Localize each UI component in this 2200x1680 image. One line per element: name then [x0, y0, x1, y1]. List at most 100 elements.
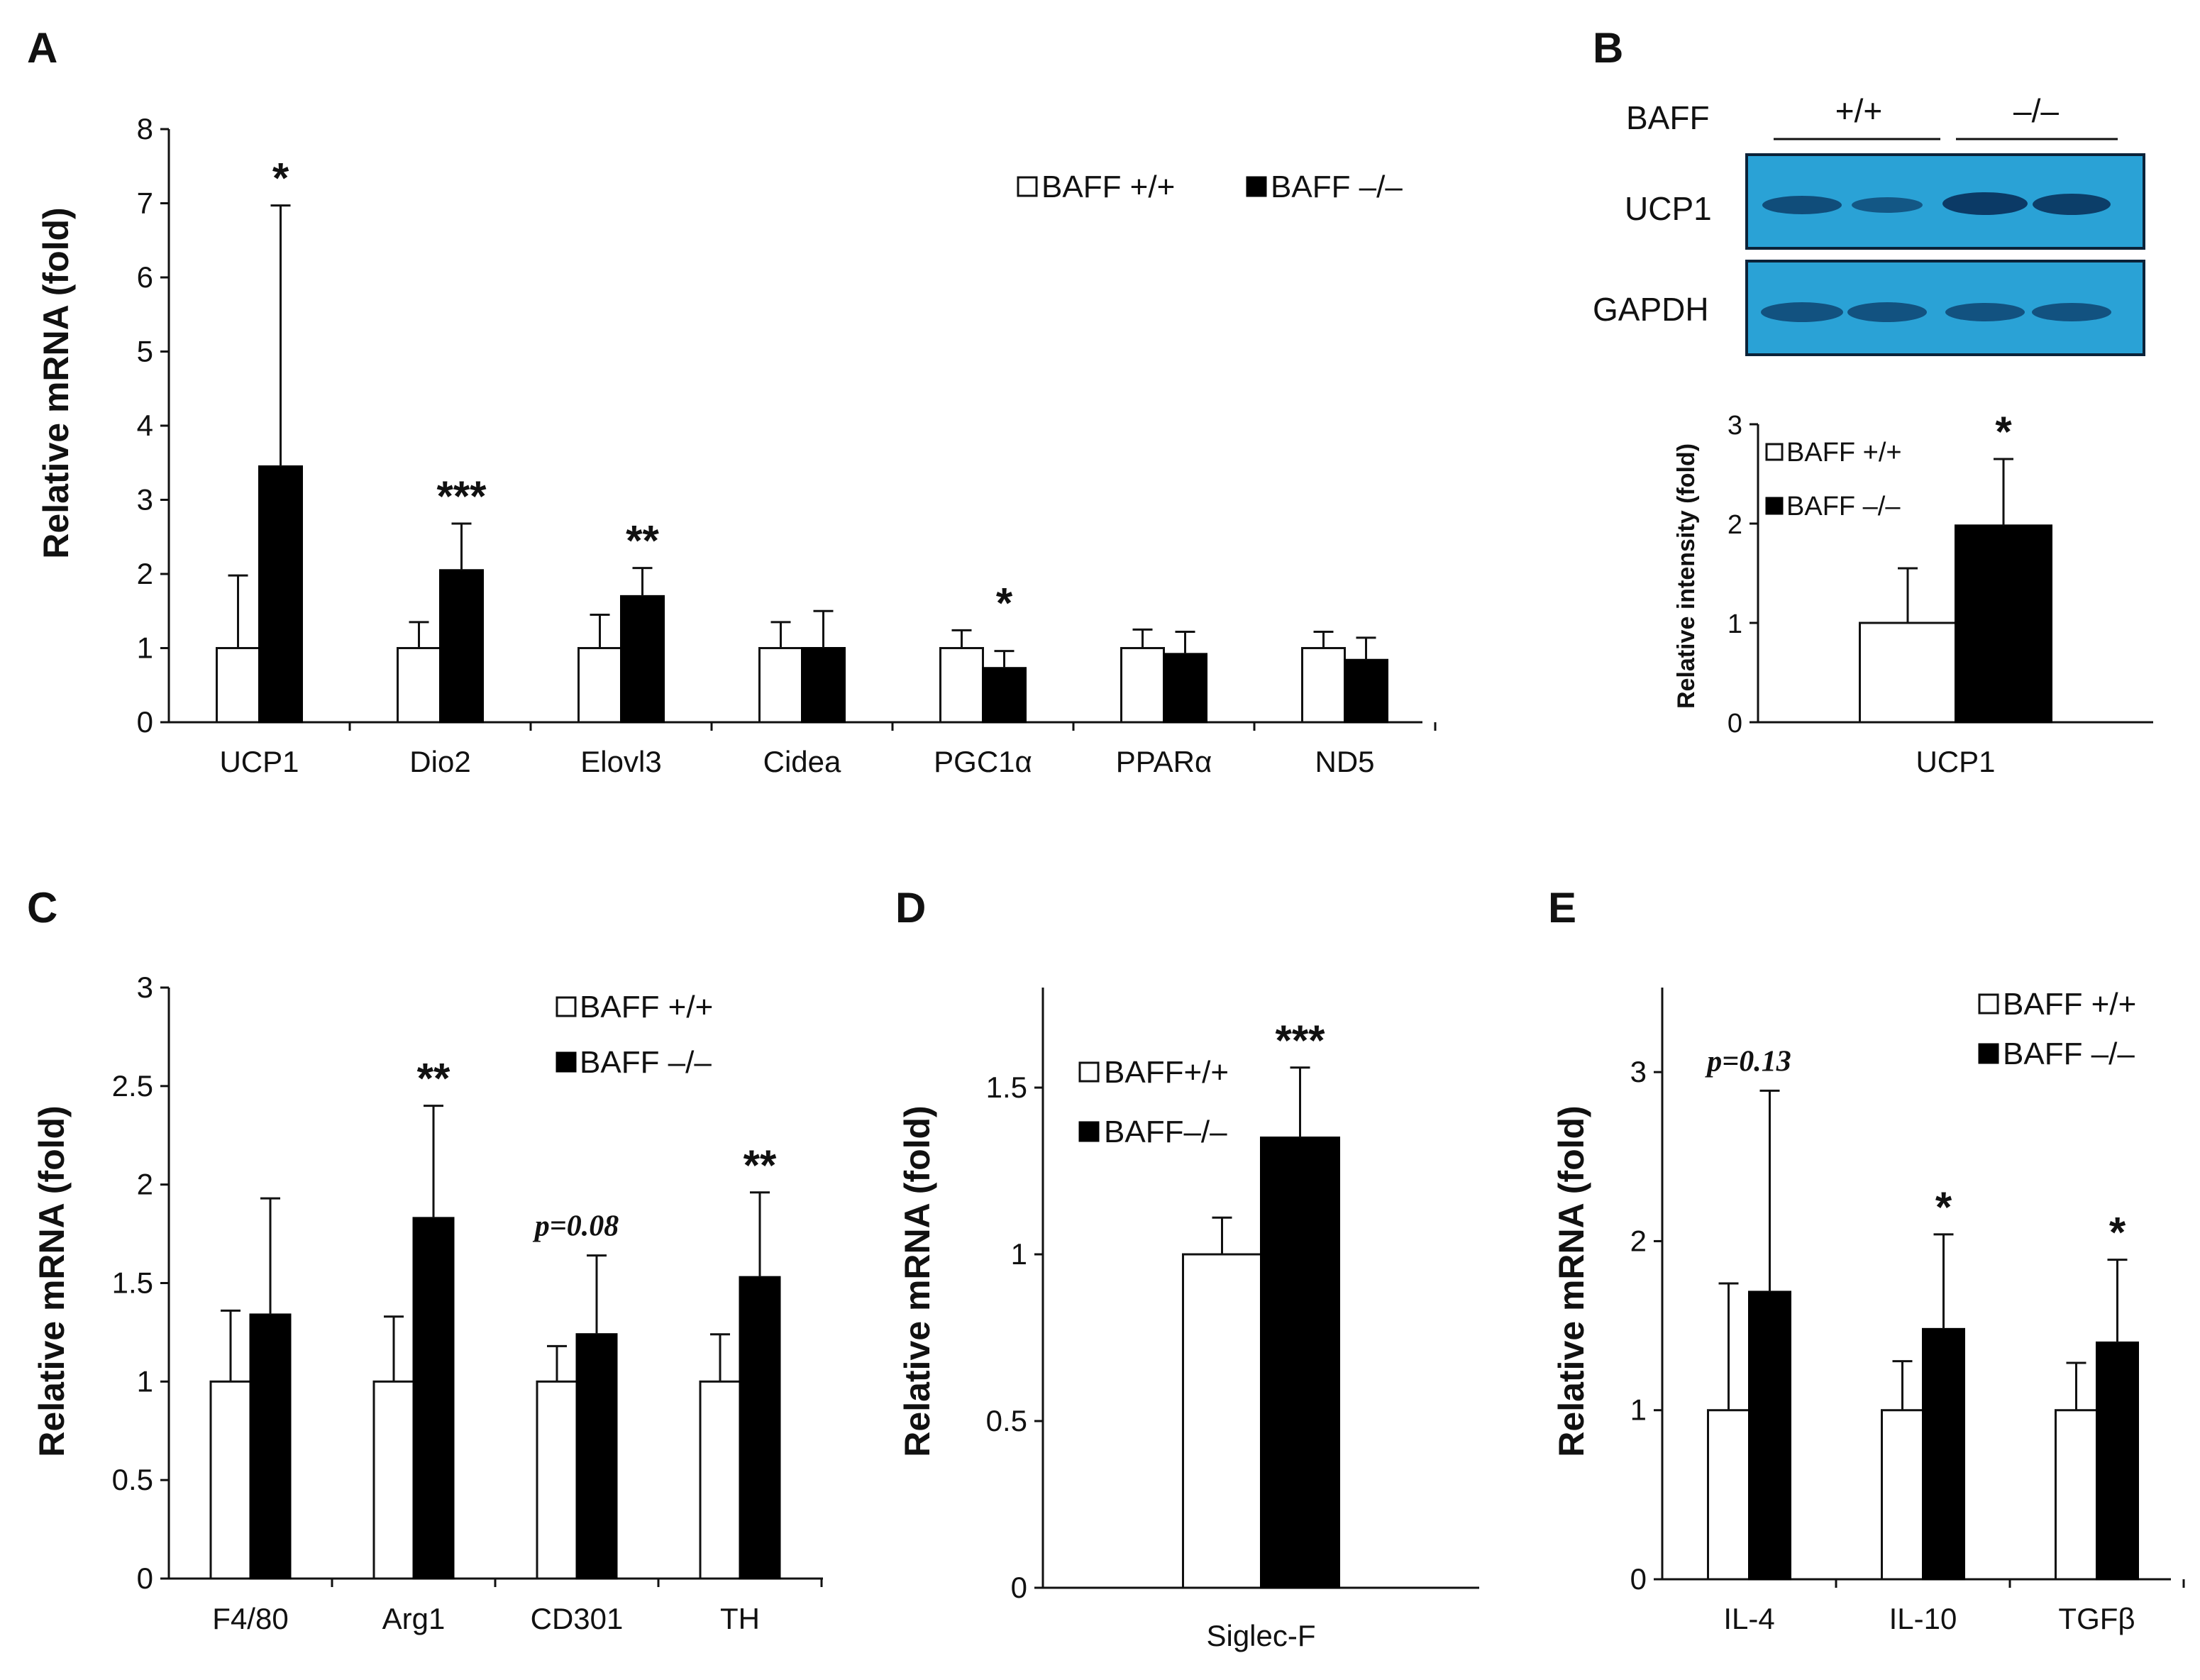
- y-tick-label: 2: [137, 557, 153, 590]
- blot-ucp1-band: [2033, 194, 2111, 215]
- y-tick-label: 0: [137, 1562, 153, 1595]
- significance-stars: ***: [436, 472, 487, 520]
- panel-e-legend: BAFF +/+ BAFF –/–: [1978, 987, 2136, 1071]
- blot-group-ko-label: –/–: [2013, 92, 2059, 129]
- legend-swatch-wt: [1978, 993, 1999, 1015]
- panel-e-bars: p=0.13 IL-4 * IL-10 * TGFβ: [1705, 1045, 2185, 1635]
- legend-swatch-wt: [555, 996, 577, 1017]
- panel-a-y-axis-label: Relative mRNA (fold): [36, 207, 76, 558]
- y-tick-label: 0: [1728, 709, 1742, 739]
- significance-stars: *: [2109, 1209, 2126, 1256]
- blot-ucp1-band: [1942, 192, 2028, 215]
- y-tick-label: 0.5: [112, 1463, 153, 1496]
- legend-label-wt: BAFF +/+: [2003, 987, 2136, 1022]
- bar-baff-ko: [412, 1217, 455, 1580]
- legend-swatch-wt: [1078, 1061, 1100, 1083]
- x-category-label: PPARα: [1116, 745, 1212, 778]
- significance-stars: *: [1995, 408, 2012, 455]
- bar-baff-wt: [1707, 1409, 1750, 1581]
- blot-group-wt-label: +/+: [1835, 92, 1883, 129]
- blot-header-label: BAFF: [1626, 99, 1710, 136]
- x-category-label: Elovl3: [580, 745, 661, 778]
- panel-d-y-ticks: 0 0.5 1 1.5: [986, 1071, 1043, 1604]
- legend-label-wt: BAFF +/+: [1041, 170, 1175, 204]
- legend-label-ko: BAFF –/–: [580, 1045, 712, 1080]
- panel-d-bars: *** Siglec-F: [1182, 1017, 1340, 1652]
- x-category-label: IL-4: [1723, 1602, 1774, 1635]
- y-tick-label: 0: [1011, 1571, 1027, 1604]
- bar-baff-ko: [1344, 658, 1388, 724]
- panel-b-legend: BAFF +/+ BAFF –/–: [1765, 438, 1902, 521]
- panel-d: D Relative mRNA (fold) 0 0.5 1 1.5 *** Sigle…: [895, 884, 1479, 1652]
- x-category-label: UCP1: [219, 745, 299, 778]
- panel-c-y-axis-label: Relative mRNA (fold): [32, 1105, 72, 1457]
- bar-baff-ko: [982, 667, 1027, 724]
- panel-e-label: E: [1548, 884, 1576, 932]
- x-category-label: CD301: [531, 1602, 624, 1635]
- y-tick-label: 4: [137, 409, 153, 442]
- y-tick-label: 2.5: [112, 1069, 153, 1102]
- bar-baff-wt: [758, 647, 803, 724]
- x-category-label: UCP1: [1916, 745, 1995, 778]
- legend-label-wt: BAFF +/+: [1786, 438, 1902, 468]
- panel-e-y-axis-label: Relative mRNA (fold): [1552, 1105, 1591, 1457]
- bar-baff-wt: [1301, 647, 1346, 724]
- y-tick-label: 1: [1630, 1393, 1647, 1427]
- y-tick-label: 1.5: [986, 1071, 1027, 1104]
- blot-ucp1-band: [1762, 196, 1842, 214]
- bar-baff-ko: [801, 647, 846, 724]
- x-category-label: PGC1α: [934, 745, 1032, 778]
- legend-label-wt: BAFF +/+: [580, 990, 713, 1024]
- legend-swatch-ko: [1978, 1043, 1999, 1064]
- significance-stars: **: [744, 1142, 777, 1189]
- y-tick-label: 3: [1728, 411, 1742, 441]
- panel-b-label: B: [1593, 24, 1623, 72]
- panel-a-y-ticks: 0 1 2 3 4 5 6 7 8: [137, 112, 169, 739]
- blot-ucp1-band: [1852, 197, 1923, 213]
- bar-baff-ko: [1163, 653, 1207, 724]
- panel-d-label: D: [895, 884, 926, 932]
- blot-gapdh-label: GAPDH: [1593, 291, 1709, 328]
- significance-stars: **: [417, 1055, 450, 1102]
- y-tick-label: 2: [137, 1168, 153, 1201]
- panel-b: B BAFF +/+ –/– UCP1 GAPDH Relative inten…: [1593, 24, 2153, 778]
- legend-label-ko: BAFF –/–: [1786, 492, 1901, 521]
- panel-a-legend: BAFF +/+ BAFF –/–: [1017, 170, 1403, 204]
- y-tick-label: 3: [137, 483, 153, 516]
- y-tick-label: 1: [137, 631, 153, 665]
- panel-c-legend: BAFF +/+ BAFF –/–: [555, 990, 713, 1080]
- bar-baff-wt: [2055, 1409, 2098, 1581]
- panel-d-legend: BAFF+/+ BAFF–/–: [1078, 1055, 1229, 1149]
- blot-gapdh-band: [1761, 302, 1843, 322]
- panel-b-y-ticks: 0 1 2 3: [1728, 411, 1758, 739]
- panel-b-y-axis-label: Relative intensity (fold): [1673, 443, 1700, 709]
- y-tick-label: 7: [137, 187, 153, 220]
- legend-swatch-wt: [1765, 443, 1784, 461]
- blot-gapdh-band: [2032, 303, 2111, 321]
- legend-swatch-ko: [1246, 176, 1267, 197]
- y-tick-label: 8: [137, 112, 153, 145]
- legend-swatch-ko: [1078, 1121, 1100, 1142]
- y-tick-label: 0.5: [986, 1404, 1027, 1437]
- panel-b-bars: * UCP1: [1859, 408, 2052, 778]
- y-tick-label: 2: [1728, 510, 1742, 540]
- bar-baff-ko: [1748, 1291, 1791, 1581]
- legend-label-ko: BAFF –/–: [2003, 1037, 2135, 1071]
- x-category-label: Arg1: [382, 1602, 446, 1635]
- bar-baff-wt: [1881, 1409, 1924, 1581]
- bar-baff-wt: [699, 1380, 741, 1580]
- bar-baff-wt: [536, 1380, 578, 1580]
- legend-swatch-ko: [1765, 497, 1784, 515]
- bar-baff-ko: [1955, 524, 2052, 724]
- p-value-annotation: p=0.08: [533, 1210, 619, 1243]
- bar-baff-ko: [739, 1276, 781, 1580]
- bar-baff-ko: [2096, 1341, 2139, 1581]
- significance-stars: ***: [1275, 1017, 1325, 1064]
- panel-a-label: A: [27, 24, 57, 72]
- y-tick-label: 3: [1630, 1055, 1647, 1088]
- bar-baff-wt: [1859, 621, 1957, 724]
- p-value-annotation: p=0.13: [1705, 1045, 1791, 1078]
- bar-baff-ko: [1260, 1137, 1340, 1589]
- significance-stars: **: [626, 517, 659, 565]
